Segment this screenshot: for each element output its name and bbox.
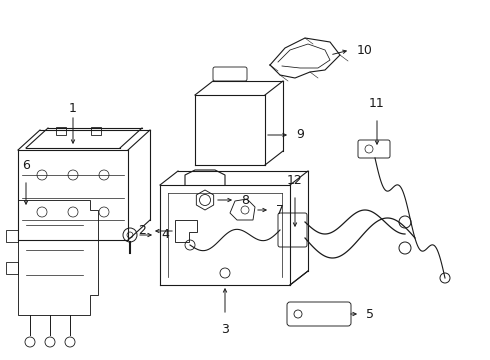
Text: 9: 9: [296, 129, 304, 141]
Text: 10: 10: [357, 44, 373, 57]
Text: 6: 6: [22, 159, 30, 172]
Text: 11: 11: [369, 97, 385, 110]
Text: 7: 7: [276, 203, 284, 216]
Text: 1: 1: [69, 102, 77, 114]
Text: 4: 4: [161, 229, 169, 242]
Text: 5: 5: [366, 307, 374, 320]
Text: 2: 2: [138, 225, 146, 238]
Text: 3: 3: [221, 323, 229, 336]
Text: 12: 12: [287, 174, 303, 187]
Text: 8: 8: [241, 194, 249, 207]
